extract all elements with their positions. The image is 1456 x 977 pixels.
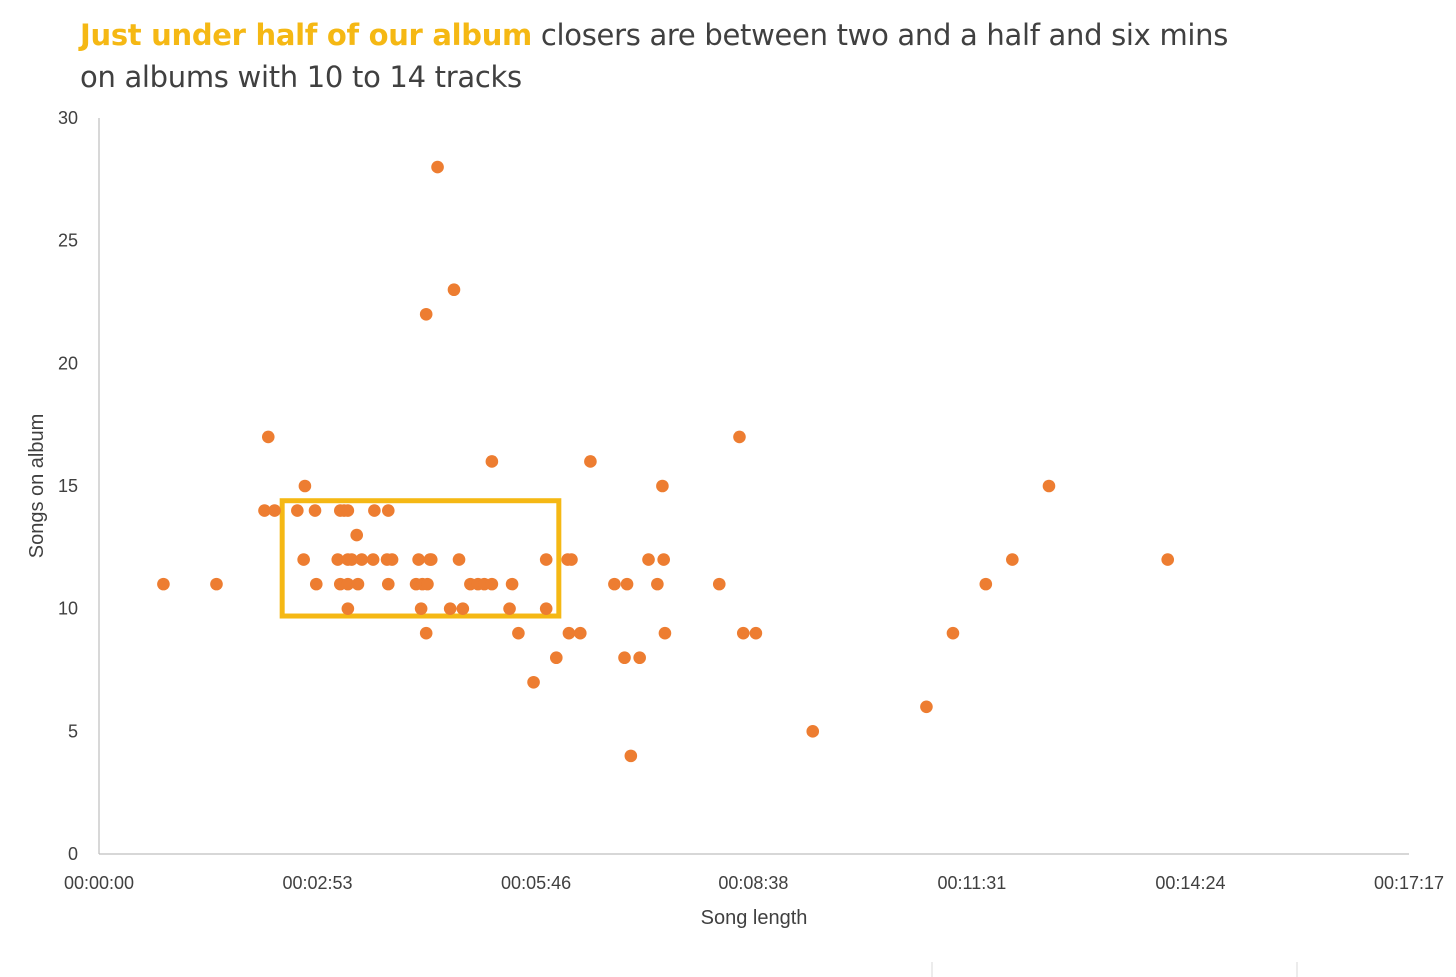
- data-point: [341, 577, 355, 591]
- data-point: [157, 577, 170, 591]
- data-point: [584, 455, 597, 468]
- y-axis-title: Songs on album: [26, 414, 48, 559]
- data-point: [443, 602, 457, 615]
- data-point: [331, 553, 345, 566]
- data-point: [512, 626, 525, 640]
- data-point: [503, 602, 516, 615]
- data-point: [351, 577, 365, 591]
- x-tick-label: 00:17:17: [1374, 873, 1444, 893]
- data-point: [806, 725, 820, 738]
- data-point: [946, 626, 960, 640]
- x-tick-label: 00:02:53: [283, 873, 353, 893]
- data-point: [424, 553, 438, 566]
- data-point: [297, 553, 310, 566]
- data-point: [920, 700, 933, 714]
- data-point: [210, 577, 223, 591]
- data-point: [1042, 479, 1056, 493]
- data-point: [633, 651, 646, 665]
- data-point: [421, 577, 434, 591]
- data-point: [366, 553, 380, 566]
- data-point: [385, 553, 399, 566]
- y-tick-label: 15: [58, 476, 78, 496]
- data-point: [733, 430, 746, 444]
- data-point: [414, 602, 428, 615]
- data-point: [539, 602, 553, 615]
- y-tick-label: 30: [58, 108, 78, 128]
- data-point: [419, 626, 433, 640]
- data-point: [485, 577, 499, 591]
- data-point: [452, 553, 466, 566]
- data-point: [618, 651, 631, 665]
- x-tick-label: 00:00:00: [64, 873, 134, 893]
- y-tick-label: 5: [68, 721, 78, 741]
- data-point: [419, 307, 433, 321]
- data-point: [309, 577, 323, 591]
- x-tick-label: 00:08:38: [718, 873, 788, 893]
- data-point: [341, 602, 355, 615]
- data-point: [565, 553, 578, 566]
- data-point: [656, 479, 669, 493]
- data-point: [341, 504, 355, 517]
- data-point: [624, 749, 638, 763]
- data-point: [749, 626, 763, 640]
- data-point: [574, 626, 587, 640]
- data-points: [157, 160, 1175, 763]
- x-tick-label: 00:14:24: [1155, 873, 1225, 893]
- data-point: [261, 430, 275, 444]
- data-point: [381, 577, 395, 591]
- axis-labels: 0 5 10 15 20 25 30 00:00:00 00:02:53 00:05:46 00:0…: [26, 108, 1444, 929]
- data-point: [642, 553, 655, 566]
- data-point: [291, 504, 304, 517]
- highlight-box: [279, 498, 562, 619]
- y-tick-label: 10: [58, 599, 78, 619]
- title-line2: on albums with 10 to 14 tracks: [80, 60, 522, 94]
- data-point: [485, 455, 499, 468]
- data-point: [608, 577, 621, 591]
- data-point: [620, 577, 634, 591]
- data-point: [651, 577, 664, 591]
- data-point: [355, 553, 369, 566]
- data-point: [979, 577, 993, 591]
- data-point: [712, 577, 726, 591]
- data-point: [412, 553, 425, 566]
- data-point: [258, 504, 271, 517]
- title-rest-line1: closers are between two and a half and s…: [531, 18, 1229, 52]
- data-point: [658, 626, 672, 640]
- data-point: [505, 577, 519, 591]
- y-tick-label: 25: [58, 231, 78, 251]
- data-point: [268, 504, 281, 517]
- x-tick-label: 00:05:46: [501, 873, 571, 893]
- data-point: [368, 504, 381, 517]
- data-point: [1161, 553, 1175, 566]
- y-tick-label: 0: [68, 844, 78, 864]
- data-point: [456, 602, 470, 615]
- axes: [98, 118, 1409, 855]
- x-axis-title: Song length: [701, 907, 808, 929]
- data-point: [345, 553, 358, 566]
- data-point: [736, 626, 750, 640]
- data-point: [447, 283, 461, 297]
- data-point: [1006, 553, 1019, 566]
- data-point: [562, 626, 576, 640]
- data-point: [381, 504, 395, 517]
- y-tick-label: 20: [58, 353, 78, 373]
- highlight-box-layer: [279, 498, 562, 619]
- data-point: [431, 160, 444, 174]
- data-point: [527, 675, 540, 689]
- data-point: [350, 528, 364, 542]
- data-point: [657, 553, 670, 566]
- data-point: [549, 651, 563, 665]
- data-point: [539, 553, 553, 566]
- x-tick-label: 00:11:31: [938, 873, 1007, 893]
- chart-title: Just under half of our album closers are…: [80, 14, 1228, 98]
- title-highlight: Just under half of our album: [80, 18, 532, 52]
- data-point: [298, 479, 312, 493]
- data-point: [308, 504, 322, 517]
